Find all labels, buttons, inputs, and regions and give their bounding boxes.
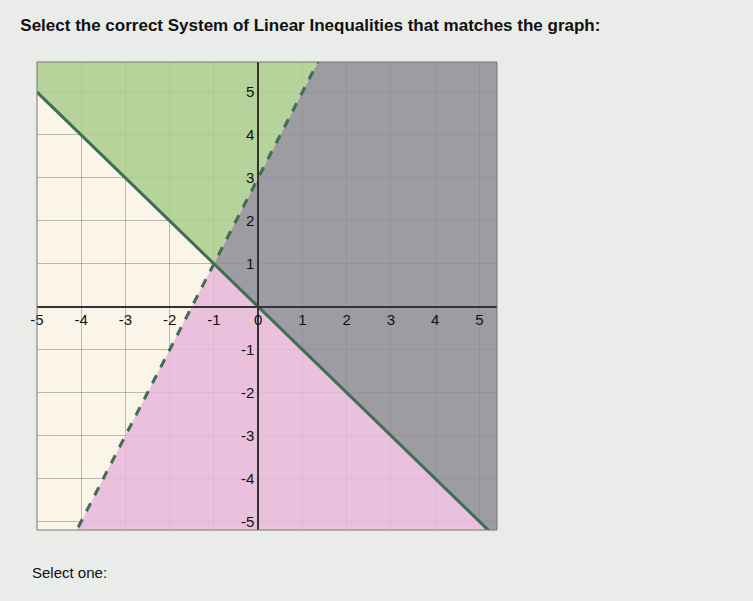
svg-text:-2: -2	[241, 384, 254, 401]
svg-text:1: 1	[246, 255, 254, 272]
svg-text:5: 5	[475, 311, 483, 328]
svg-text:2: 2	[246, 212, 254, 229]
svg-text:0: 0	[254, 311, 262, 328]
svg-text:1: 1	[298, 311, 306, 328]
svg-text:4: 4	[246, 126, 254, 143]
svg-text:-4: -4	[75, 311, 88, 328]
svg-text:-5: -5	[241, 513, 254, 530]
svg-text:3: 3	[387, 311, 395, 328]
svg-text:-3: -3	[119, 311, 132, 328]
svg-text:-1: -1	[207, 311, 220, 328]
svg-text:-1: -1	[241, 341, 254, 358]
svg-text:Select one:: Select one:	[32, 564, 107, 581]
svg-text:-4: -4	[241, 470, 254, 487]
svg-text:3: 3	[246, 169, 254, 186]
svg-text:4: 4	[431, 311, 439, 328]
svg-text:-3: -3	[241, 427, 254, 444]
svg-text:5: 5	[246, 83, 254, 100]
svg-text:Select the correct System of L: Select the correct System of Linear Ineq…	[20, 16, 600, 35]
svg-text:-5: -5	[30, 311, 43, 328]
svg-text:-2: -2	[163, 311, 176, 328]
svg-text:2: 2	[342, 311, 350, 328]
